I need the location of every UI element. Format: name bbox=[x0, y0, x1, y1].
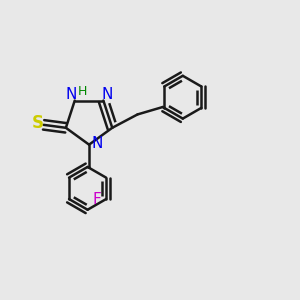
Text: N: N bbox=[101, 86, 112, 101]
Text: N: N bbox=[65, 86, 77, 101]
Text: N: N bbox=[92, 136, 103, 151]
Text: S: S bbox=[32, 114, 44, 132]
Text: H: H bbox=[77, 85, 87, 98]
Text: F: F bbox=[93, 191, 102, 206]
